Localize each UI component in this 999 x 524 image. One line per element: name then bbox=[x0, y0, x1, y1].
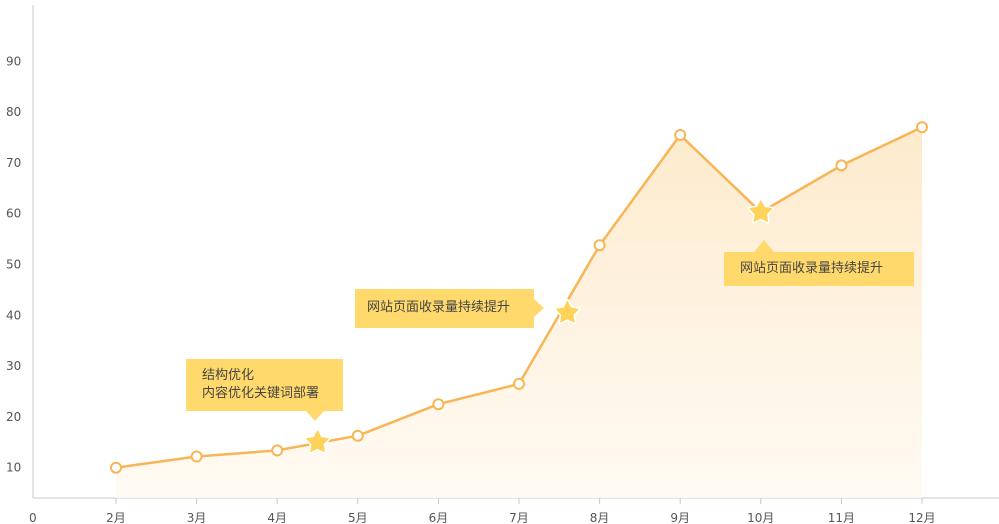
data-point bbox=[110, 461, 122, 474]
y-tick-label: 10 bbox=[6, 461, 21, 475]
x-tick-label: 11月 bbox=[828, 511, 855, 524]
x-tick-label: 10月 bbox=[747, 511, 774, 524]
y-tick-label: 90 bbox=[6, 54, 21, 68]
data-point bbox=[593, 239, 606, 252]
callout-pointer bbox=[534, 299, 544, 317]
x-tick-label: 9月 bbox=[670, 511, 690, 524]
series-area bbox=[116, 127, 922, 499]
data-point bbox=[674, 129, 687, 141]
star-marker bbox=[749, 200, 773, 222]
data-point bbox=[271, 444, 284, 457]
star-marker bbox=[306, 430, 329, 452]
x-tick-label: 5月 bbox=[348, 511, 368, 524]
callout-pointer bbox=[306, 411, 324, 421]
data-point bbox=[513, 377, 525, 390]
y-tick-label: 30 bbox=[6, 359, 21, 373]
data-point bbox=[432, 398, 445, 411]
y-tick-label: 20 bbox=[6, 410, 21, 424]
y-tick-label: 40 bbox=[6, 308, 21, 322]
data-point bbox=[916, 121, 928, 134]
x-tick-label: 8月 bbox=[590, 511, 610, 524]
origin-label: 0 bbox=[29, 511, 37, 524]
callout-text-line-1: 结构优化 bbox=[202, 368, 255, 383]
y-tick-label: 50 bbox=[6, 258, 21, 272]
callout-text: 网站页面收录量持续提升 bbox=[740, 261, 884, 276]
y-tick-label: 80 bbox=[6, 105, 21, 119]
y-tick-label: 70 bbox=[6, 156, 21, 170]
data-point bbox=[351, 429, 364, 442]
data-point bbox=[835, 159, 848, 172]
y-tick-label: 60 bbox=[6, 207, 21, 221]
data-point bbox=[190, 450, 203, 463]
callout-text-line-2: 内容优化关键词部署 bbox=[202, 386, 320, 401]
star-marker bbox=[556, 301, 579, 323]
x-tick-label: 7月 bbox=[509, 511, 529, 524]
callout-text: 网站页面收录量持续提升 bbox=[367, 300, 511, 315]
x-tick-label: 6月 bbox=[429, 511, 449, 524]
annotation-callout-indexing-2: 网站页面收录量持续提升 bbox=[724, 240, 914, 286]
annotation-callout-structure: 结构优化 内容优化关键词部署 bbox=[186, 359, 343, 421]
callout-pointer bbox=[754, 240, 774, 252]
annotation-callout-indexing-1: 网站页面收录量持续提升 bbox=[355, 289, 544, 328]
x-tick-label: 4月 bbox=[267, 511, 287, 524]
x-tick-label: 12月 bbox=[908, 511, 935, 524]
x-tick-label: 3月 bbox=[187, 511, 207, 524]
x-tick-label: 2月 bbox=[106, 511, 126, 524]
